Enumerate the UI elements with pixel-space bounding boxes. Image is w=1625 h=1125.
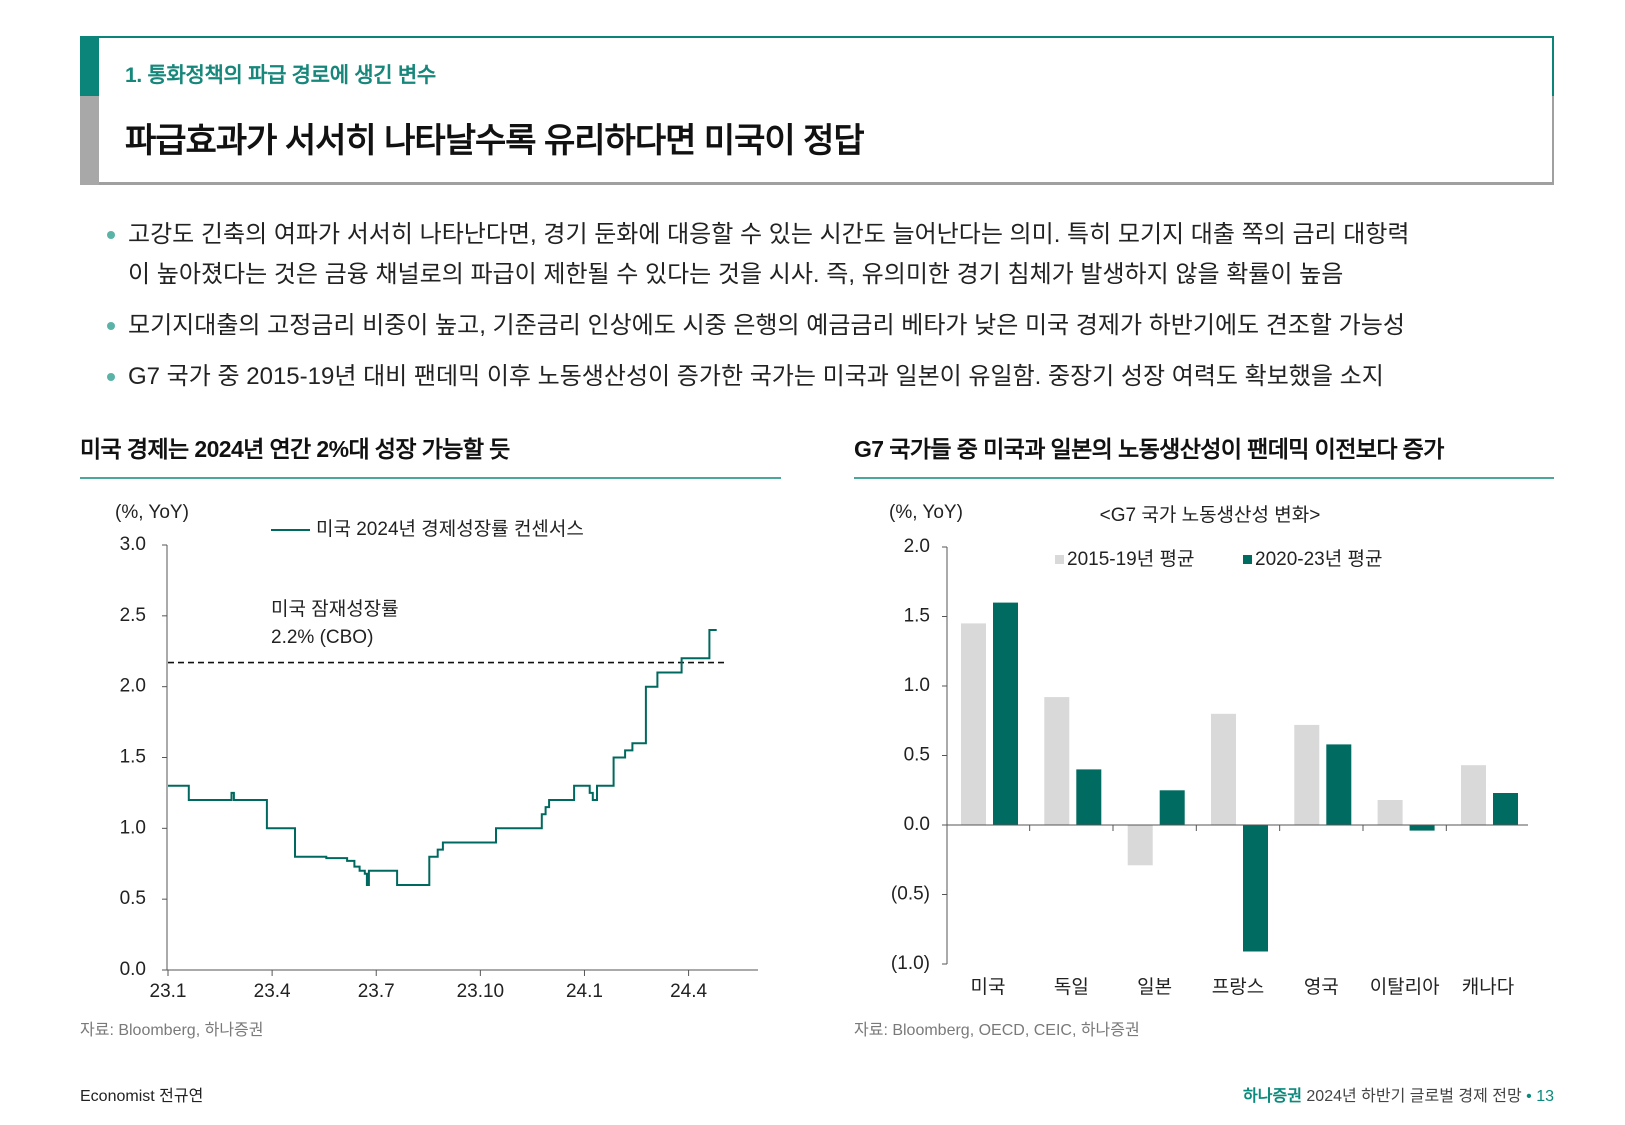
x-tick-label: 24.4 xyxy=(670,981,707,1002)
growth-consensus-line xyxy=(168,629,717,886)
header-title-frame xyxy=(99,96,1554,185)
category-label: 캐나다 xyxy=(1462,976,1514,998)
bar-series1-5 xyxy=(1377,800,1403,825)
y-tick-label: 1.0 xyxy=(120,817,146,838)
y-tick-label: (1.0) xyxy=(891,953,930,974)
right-chart-divider xyxy=(854,477,1554,479)
bullet-list: 고강도 긴축의 여파가 서서히 나타난다면, 경기 둔화에 대응할 수 있는 시… xyxy=(107,215,1568,397)
right-chart-marks: 2.0 1.5 1.0 0.5 0.0 (0.5) (1.0) 미국 독일 일본 프랑스 영국 이탈리아… xyxy=(891,536,1528,998)
y-tick-label: (0.5) xyxy=(891,884,930,905)
bar-series2-6 xyxy=(1493,793,1518,825)
header-accent-bar xyxy=(80,36,99,96)
y-tick-label: 0.5 xyxy=(120,888,146,909)
y-tick-label: 3.0 xyxy=(120,534,146,555)
bullet-text: 고강도 긴축의 여파가 서서히 나타난다면, 경기 둔화에 대응할 수 있는 시… xyxy=(128,221,1410,248)
y-tick-label: 0.0 xyxy=(120,959,146,980)
right-chart-unit-label: (%, YoY) xyxy=(889,502,963,523)
footer-separator: • xyxy=(1526,1088,1532,1105)
reference-annotation-line1: 미국 잠재성장률 xyxy=(271,598,399,620)
bar-series2-4 xyxy=(1326,744,1352,825)
left-chart-marks: 3.0 2.5 2.0 1.5 1.0 0.5 0.023.1 23.4 23.7 23.10 24… xyxy=(120,534,724,1002)
g7-productivity-chart: (%, YoY) <G7 국가 노동생산성 변화> 2015-19년 평균 20… xyxy=(889,502,1528,998)
bullet-text: 모기지대출의 고정금리 비중이 높고, 기준금리 인상에도 시중 은행의 예금금… xyxy=(128,312,1405,339)
bullet-item: 고강도 긴축의 여파가 서서히 나타난다면, 경기 둔화에 대응할 수 있는 시… xyxy=(107,215,1568,295)
right-chart-subtitle: <G7 국가 노동생산성 변화> xyxy=(1100,504,1321,526)
bullet-text: 이 높아졌다는 것은 금융 채널로의 파급이 제한될 수 있다는 것을 시사. … xyxy=(128,261,1344,288)
bullet-dot-icon xyxy=(107,231,115,239)
bar-series2-1 xyxy=(1076,769,1102,825)
bar-series1-6 xyxy=(1461,765,1486,825)
category-label: 프랑스 xyxy=(1212,976,1264,998)
left-chart-source: 자료: Bloomberg, 하나증권 xyxy=(80,1022,264,1039)
bar-series1-4 xyxy=(1294,724,1320,825)
left-chart-unit-label: (%, YoY) xyxy=(115,502,189,523)
category-label: 일본 xyxy=(1137,976,1172,998)
x-tick-label: 23.7 xyxy=(358,981,395,1002)
y-tick-label: 1.5 xyxy=(904,606,930,627)
bar-series2-5 xyxy=(1409,825,1435,831)
bar-series1-3 xyxy=(1211,713,1236,825)
bullet-text: G7 국가 중 2015-19년 대비 팬데믹 이후 노동생산성이 증가한 국가… xyxy=(128,363,1384,390)
left-chart-divider xyxy=(80,477,781,479)
x-tick-label: 23.1 xyxy=(150,981,187,1002)
bar-series2-0 xyxy=(993,602,1018,825)
header-section-frame xyxy=(99,36,1554,96)
legend-swatch-2020-23 xyxy=(1243,555,1252,564)
y-tick-label: 2.5 xyxy=(120,605,146,626)
legend-label-2020-23: 2020-23년 평균 xyxy=(1255,548,1382,570)
header-gray-bar xyxy=(80,96,99,185)
bullet-dot-icon xyxy=(107,373,115,381)
y-tick-label: 1.0 xyxy=(904,675,930,696)
bullet-dot-icon xyxy=(107,322,115,330)
footer-publication: 하나증권 2024년 하반기 글로벌 경제 전망 • 13 xyxy=(1243,1086,1554,1108)
bar-series1-0 xyxy=(961,623,986,825)
bullet-item: 모기지대출의 고정금리 비중이 높고, 기준금리 인상에도 시중 은행의 예금금… xyxy=(107,306,1568,346)
category-label: 영국 xyxy=(1304,976,1339,998)
bar-series1-2 xyxy=(1127,825,1153,866)
legend-label-2015-19: 2015-19년 평균 xyxy=(1067,548,1194,570)
footer-publication-title: 2024년 하반기 글로벌 경제 전망 xyxy=(1306,1088,1522,1105)
y-tick-label: 1.5 xyxy=(120,747,146,768)
y-tick-label: 0.5 xyxy=(904,745,930,766)
bar-series2-3 xyxy=(1243,825,1268,952)
x-tick-label: 24.1 xyxy=(566,981,603,1002)
page-number: 13 xyxy=(1536,1088,1554,1105)
us-growth-consensus-chart: (%, YoY) 미국 2024년 경제성장률 컨센서스 미국 잠재성장률 2.… xyxy=(115,502,758,1002)
left-chart-title: 미국 경제는 2024년 연간 2%대 성장 가능할 듯 xyxy=(80,436,510,462)
footer-author: Economist 전규연 xyxy=(80,1088,204,1105)
category-label: 독일 xyxy=(1054,976,1089,998)
reference-annotation-line2: 2.2% (CBO) xyxy=(271,627,373,648)
section-label: 1. 통화정책의 파급 경로에 생긴 변수 xyxy=(125,64,436,87)
legend-swatch-2015-19 xyxy=(1055,555,1064,564)
bar-series1-1 xyxy=(1044,697,1070,825)
footer-brand: 하나증권 xyxy=(1243,1088,1302,1105)
bullet-item: G7 국가 중 2015-19년 대비 팬데믹 이후 노동생산성이 증가한 국가… xyxy=(107,357,1568,397)
right-chart-source: 자료: Bloomberg, OECD, CEIC, 하나증권 xyxy=(854,1022,1140,1039)
bar-series2-2 xyxy=(1159,790,1185,826)
category-label: 이탈리아 xyxy=(1370,976,1440,998)
y-tick-label: 2.0 xyxy=(120,676,146,697)
x-tick-label: 23.4 xyxy=(254,981,291,1002)
y-tick-label: 0.0 xyxy=(904,814,930,835)
right-chart-title: G7 국가들 중 미국과 일본의 노동생산성이 팬데믹 이전보다 증가 xyxy=(854,436,1444,462)
page-title: 파급효과가 서서히 나타날수록 유리하다면 미국이 정답 xyxy=(125,122,865,160)
category-label: 미국 xyxy=(971,976,1006,998)
legend-label: 미국 2024년 경제성장률 컨센서스 xyxy=(316,518,584,540)
y-tick-label: 2.0 xyxy=(904,536,930,557)
x-tick-label: 23.10 xyxy=(457,981,505,1002)
